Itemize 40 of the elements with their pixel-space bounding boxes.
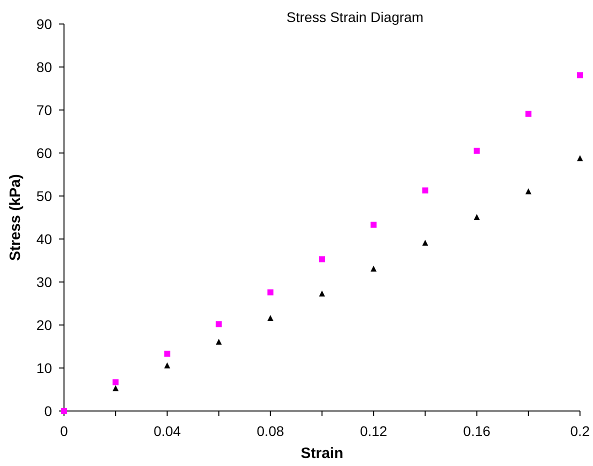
y-tick-label: 70 [36,102,52,118]
point [525,188,532,194]
point [216,321,222,328]
y-tick-label: 40 [36,230,52,247]
y-tick-label: 80 [36,58,52,75]
y-tick-label: 10 [36,360,52,376]
x-tick-label: 0 [60,423,68,439]
point [577,72,583,78]
point [474,148,480,154]
point [319,290,325,297]
point [267,315,274,322]
point [112,385,119,392]
y-tick-label: 0 [44,402,52,419]
point [164,362,170,368]
y-tick-label: 20 [36,316,52,333]
point [525,110,532,117]
point [319,256,325,262]
point [164,350,170,357]
y-tick-label: 60 [36,144,52,161]
x-tick-label: 0.08 [256,423,284,439]
point [267,289,274,296]
x-tick-label: 0.2 [570,423,590,439]
y-tick-label: 30 [36,274,52,290]
x-axis-title: Strain [300,445,344,462]
point [577,155,583,162]
point [422,187,428,194]
x-tick-label: 0.12 [360,423,388,439]
point [112,379,119,386]
point [370,266,377,272]
point [216,338,222,345]
point [422,240,428,246]
y-tick-label: 90 [36,16,52,32]
y-tick-label: 50 [36,188,52,204]
chart-title: Stress Strain Diagram [286,9,424,25]
y-axis-title: Stress (kPa) [7,174,24,261]
point [474,214,480,220]
point [370,222,377,228]
point [61,408,67,414]
x-tick-label: 0.16 [463,423,491,439]
x-tick-label: 0.04 [154,423,182,439]
